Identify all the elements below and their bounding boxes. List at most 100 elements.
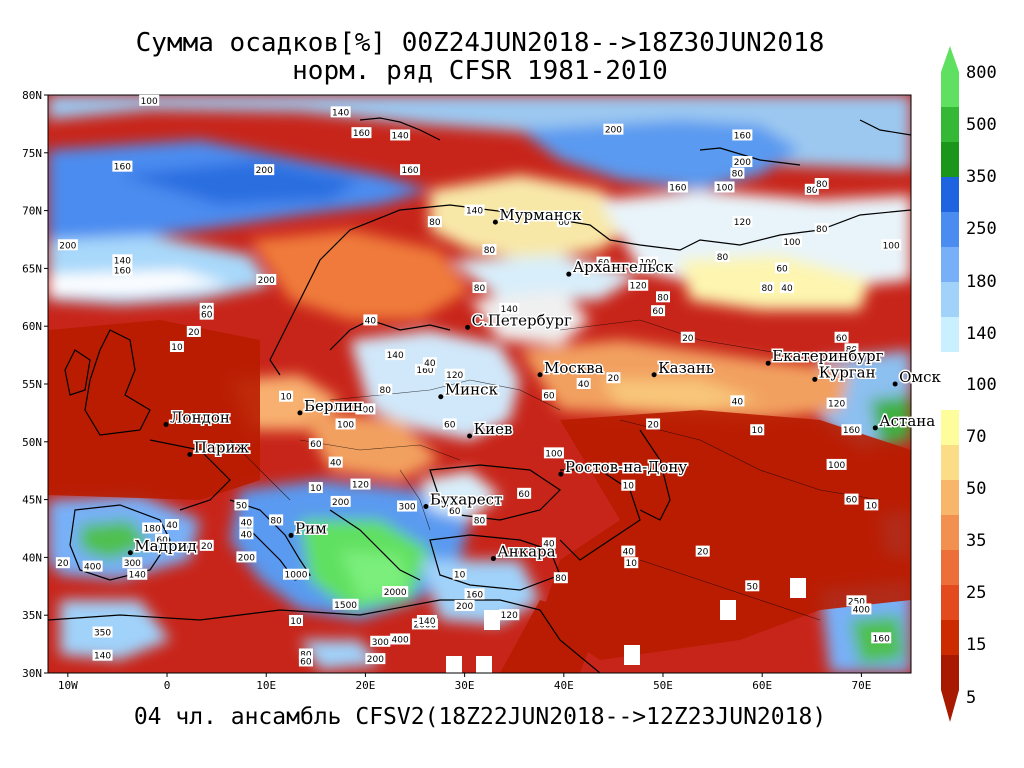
contour-label-bg [732,216,753,228]
contour-label-bg [254,164,275,176]
contour-label: 50 [747,582,759,592]
contour-label: 200 [734,158,751,168]
contour-label: 160 [466,590,483,600]
contour-label: 100 [716,183,733,193]
contour-label-bg [826,397,847,409]
legend-swatch [941,247,959,282]
contour-label-bg [472,282,487,294]
contour-label: 100 [640,259,657,269]
contour-label-bg [332,598,359,610]
contour-label-bg [596,256,611,268]
city-label: Москва [544,359,604,377]
contour-label: 160 [114,163,131,173]
contour-label: 140 [94,652,111,662]
contour-label: 160 [873,634,890,644]
legend-swatch [941,282,959,317]
legend-value: 500 [966,115,997,135]
contour-label-bg [646,418,661,430]
lat-tick-label: 30N [22,667,42,680]
title-line-1: Сумма осадков[%] 00Z24JUN2018-->18Z30JUN… [135,28,825,58]
legend-swatch [941,317,959,352]
contour-label: 200 [256,166,273,176]
contour-label: 10 [626,559,638,569]
precipitation-field [48,95,911,673]
lat-tick-label: 65N [22,262,42,275]
legend-swatch [941,142,959,177]
city-label: Рим [295,519,327,537]
contour-label-bg [351,127,372,139]
axis-ticks: 80N 75N 70N 65N 60N 55N 50N 45N 40N 35N 30N 10W 0 10E… [22,89,871,692]
contour-label-bg [464,204,485,216]
contour-label: 80 [761,284,773,294]
contour-label-bg [871,632,892,644]
contour-label: 40 [732,397,744,407]
contour-label: 80 [474,516,486,526]
city-marker [187,452,193,458]
contour-label-bg [606,372,621,384]
city-label: Анкара [497,543,555,561]
contour-label: 60 [543,392,555,402]
contour-label-bg [370,635,391,647]
lat-tick-label: 45N [22,494,42,507]
city-marker [467,433,473,439]
contour-label-bg [365,653,386,665]
contour-label: 60 [846,496,858,506]
city-label: Киев [474,420,513,438]
lon-tick-label: 30E [455,679,475,692]
contour-label: 80 [429,218,441,228]
contour-label: 60 [558,218,570,228]
contour-label-bg [621,545,636,557]
legend-value: 5 [966,688,976,708]
contour-label: 40 [543,540,555,550]
contour-label-bg [556,216,571,228]
contour-label-bg [308,438,323,450]
contour-label-bg [482,243,497,255]
contour-label-bg [715,250,730,262]
city-label: Минск [445,381,499,399]
legend-value: 350 [966,167,997,187]
contour-label: 100 [357,405,374,415]
legend-swatch [941,655,959,690]
contour-label-bg [864,499,879,511]
contour-label-bg [400,164,421,176]
lat-tick-label: 50N [22,436,42,449]
contour-label: 20 [608,374,620,384]
city-label: Астана [879,412,935,430]
contour-label-bg [256,273,277,285]
contour-label-bg [55,557,70,569]
legend-value: 180 [966,272,997,292]
contour-label-bg [82,560,103,572]
contour-label: 60 [201,311,213,321]
contour-label: 200 [59,241,76,251]
contour-label: 60 [156,536,168,546]
contour-label-bg [750,424,765,436]
contour-label: 40 [424,359,436,369]
legend-swatch [941,177,959,212]
contour-label-bg [730,167,745,179]
contour-label: 80 [846,345,858,355]
city-label: Курган [819,363,876,381]
contour-label-bg [730,395,745,407]
color-legend: 800 500 350 250 180 140 100 70 50 35 25 15 5 [941,46,997,722]
contour-label-bg [92,649,113,661]
contour-label: 400 [84,563,101,573]
contour-label: 10 [866,501,878,511]
lon-tick-label: 40E [554,679,574,692]
legend-swatch [941,620,959,655]
contour-label: 40 [166,521,178,531]
contour-label-bg [732,129,753,141]
contour-label-bg [298,655,313,667]
city-marker [492,219,498,225]
contour-label: 60 [449,507,461,517]
contour-label: 160 [114,267,131,277]
contour-label: 120 [446,371,463,381]
contour-label-bg [328,456,343,468]
contour-label: 400 [392,635,409,645]
contour-label-bg [279,390,294,402]
contour-label-bg [414,364,435,376]
coastlines [48,117,911,673]
contour-label-bg [234,499,249,511]
contour-label: 120 [734,218,751,228]
city-labels: Мурманск Архангельск С.Петербург Москва Каза… [127,205,943,562]
contour-label: 80 [816,180,828,190]
